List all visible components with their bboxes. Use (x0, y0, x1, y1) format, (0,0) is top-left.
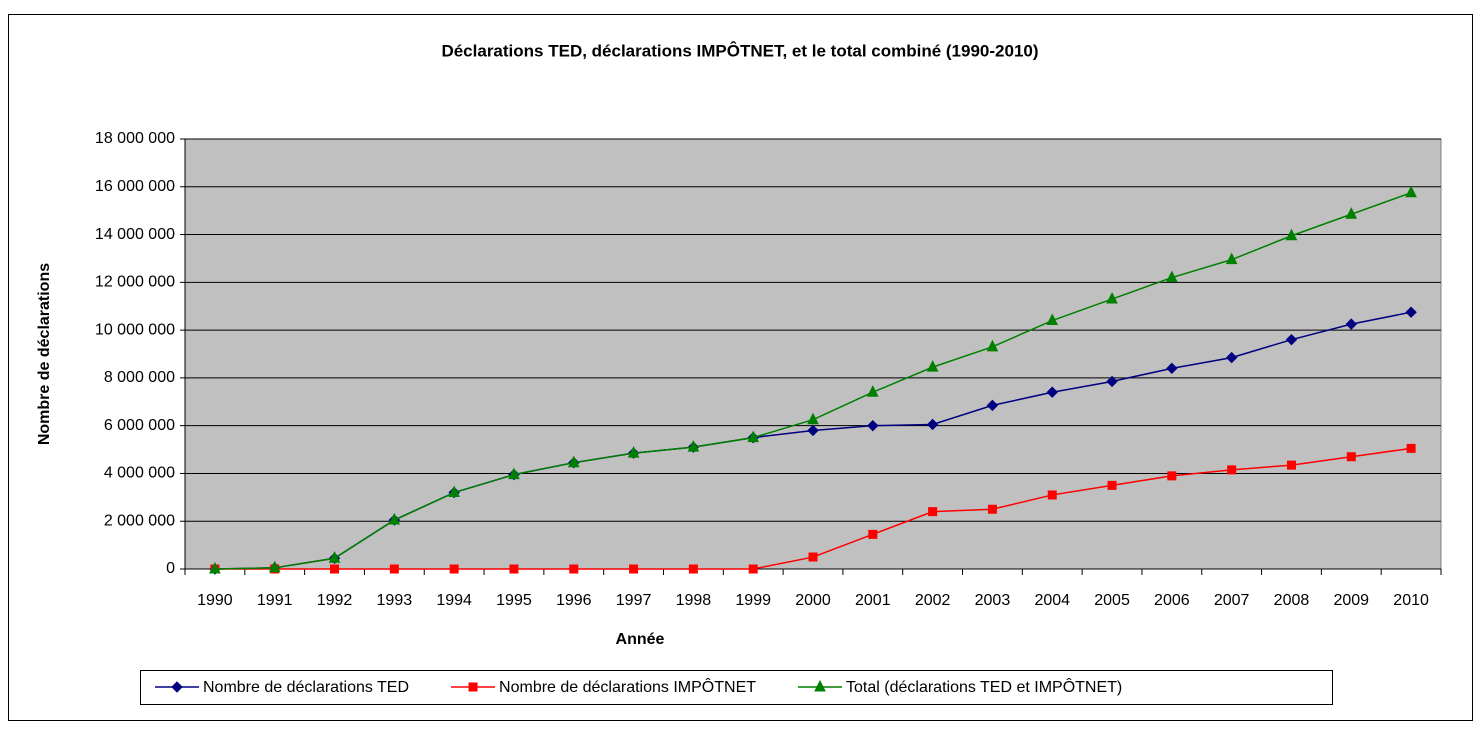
data-point (1167, 471, 1177, 481)
data-point (1046, 313, 1059, 326)
data-point (1286, 460, 1296, 470)
data-point (1227, 465, 1237, 475)
data-point (926, 418, 939, 431)
x-tick-label: 2002 (915, 592, 951, 609)
data-point (987, 504, 997, 514)
data-point (1047, 490, 1057, 500)
data-point (1166, 362, 1178, 375)
data-point (268, 560, 281, 573)
data-point (1285, 228, 1298, 241)
data-point (1106, 375, 1118, 388)
data-point (926, 360, 939, 372)
x-tick-label: 2008 (1274, 592, 1310, 609)
data-point (808, 552, 818, 562)
x-tick-label: 2001 (855, 592, 891, 609)
x-tick-label: 1990 (197, 592, 233, 609)
data-point (1106, 291, 1118, 304)
y-axis-title: Nombre de déclarations (36, 263, 53, 445)
data-point (449, 564, 459, 574)
data-point (687, 440, 700, 452)
data-point (807, 424, 819, 437)
data-point (569, 564, 579, 574)
data-point (328, 551, 341, 563)
x-tick-label: 2009 (1333, 592, 1369, 609)
data-point (1405, 306, 1417, 318)
data-point (388, 512, 401, 525)
y-tick-label: 4 000 000 (104, 465, 175, 482)
data-point (868, 529, 878, 539)
data-point (1285, 333, 1298, 346)
legend-marker (171, 681, 183, 693)
data-point (867, 385, 879, 397)
x-tick-label: 2010 (1393, 592, 1429, 609)
data-point (389, 564, 399, 574)
legend-label: Nombre de déclarations TED (203, 679, 409, 696)
y-tick-label: 10 000 000 (95, 321, 175, 338)
data-point (1166, 270, 1178, 283)
x-tick-label: 1999 (735, 592, 771, 609)
x-axis-title: Année (616, 631, 665, 648)
data-point (627, 446, 640, 458)
data-point (1405, 185, 1417, 198)
data-point (688, 564, 698, 574)
x-tick-label: 2006 (1154, 592, 1190, 609)
data-point (629, 564, 639, 574)
x-tick-label: 1994 (436, 592, 472, 609)
data-point (1345, 207, 1358, 219)
y-tick-label: 18 000 000 (95, 130, 175, 147)
data-point (807, 412, 819, 425)
x-tick-label: 2004 (1034, 592, 1070, 609)
legend-label: Total (déclarations TED et IMPÔTNET) (846, 677, 1122, 696)
data-point (867, 419, 879, 432)
data-point (508, 467, 520, 480)
legend (140, 670, 1333, 705)
x-tick-label: 1996 (556, 592, 592, 609)
data-point (1046, 386, 1058, 398)
data-point (1107, 480, 1117, 490)
x-tick-label: 2007 (1214, 592, 1250, 609)
x-tick-label: 1992 (317, 592, 353, 609)
legend-label: Nombre de déclarations IMPÔTNET (499, 677, 756, 696)
data-point (330, 564, 340, 574)
y-tick-label: 2 000 000 (104, 512, 175, 529)
data-point (748, 564, 758, 574)
x-tick-label: 1995 (496, 592, 532, 609)
y-tick-label: 0 (166, 560, 175, 577)
data-point (986, 399, 999, 412)
x-tick-label: 1998 (676, 592, 712, 609)
data-point (1406, 443, 1416, 453)
data-point (986, 339, 999, 352)
data-point (1346, 452, 1356, 462)
x-tick-label: 1993 (377, 592, 413, 609)
y-tick-label: 6 000 000 (104, 417, 175, 434)
data-point (928, 507, 938, 517)
x-tick-label: 1991 (257, 592, 293, 609)
legend-marker (468, 682, 478, 692)
y-tick-label: 8 000 000 (104, 369, 175, 386)
x-tick-label: 2003 (975, 592, 1011, 609)
x-tick-label: 2000 (795, 592, 831, 609)
y-tick-label: 16 000 000 (95, 178, 175, 195)
legend-marker (814, 679, 826, 692)
data-point (567, 455, 580, 468)
data-point (509, 564, 519, 574)
x-tick-label: 1997 (616, 592, 652, 609)
data-point (448, 485, 460, 498)
data-point (747, 430, 759, 443)
y-tick-label: 12 000 000 (95, 274, 175, 291)
data-point (1225, 252, 1238, 265)
chart-title: Déclarations TED, déclarations IMPÔTNET,… (441, 41, 1038, 60)
plot-area (184, 138, 1442, 570)
data-point (1345, 318, 1357, 330)
y-tick-label: 14 000 000 (95, 226, 175, 243)
data-point (1225, 351, 1238, 364)
x-tick-label: 2005 (1094, 592, 1130, 609)
data-point (209, 561, 221, 574)
